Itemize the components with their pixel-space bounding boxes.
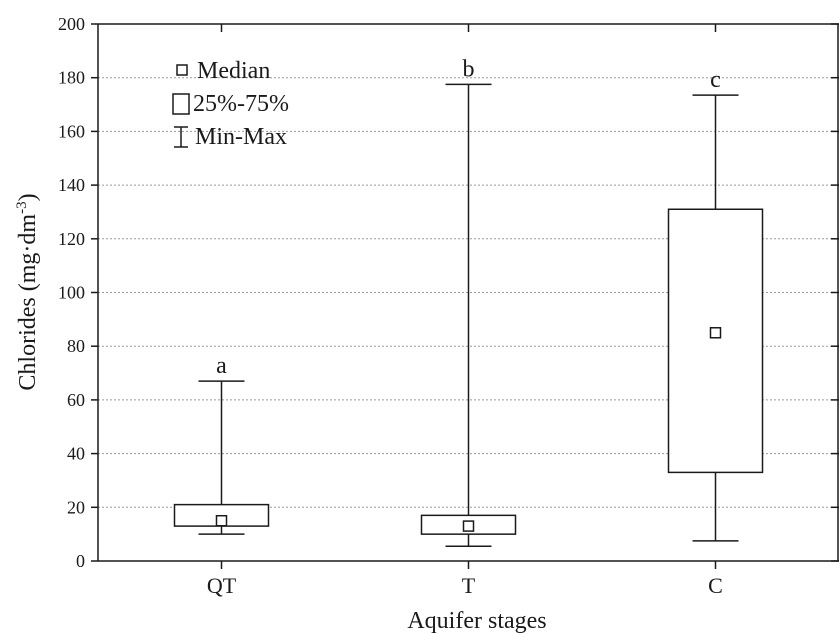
- group-label-C: c: [710, 67, 721, 93]
- y-axis-title-superscript: -3: [14, 201, 30, 214]
- legend-median-icon: [176, 64, 188, 76]
- x-tick-label-QT: QT: [207, 573, 237, 598]
- legend: Median 25%-75% Min-Max: [172, 58, 289, 150]
- x-axis-title: Aquifer stages: [407, 608, 546, 633]
- legend-range-icon: [174, 126, 188, 148]
- group-label-T: b: [463, 56, 475, 82]
- y-tick-label-140: 140: [58, 175, 85, 195]
- legend-median-label: Median: [197, 58, 270, 84]
- median-marker-C: [709, 327, 722, 339]
- x-tick-label-T: T: [462, 573, 476, 598]
- legend-iqr-label: 25%-75%: [193, 91, 289, 117]
- axes: 0 20 40 60 80 100 120 140 160 180 200 QT T C: [58, 14, 839, 598]
- iqr-box-C: [667, 208, 764, 474]
- legend-iqr-icon: [172, 93, 190, 115]
- box-T: b: [420, 56, 517, 547]
- y-tick-label-100: 100: [58, 283, 85, 303]
- y-axis-title: Chlorides (mg·dm-3): [14, 193, 41, 390]
- median-marker-T: [462, 520, 475, 532]
- y-tick-label-180: 180: [58, 68, 85, 88]
- group-label-QT: a: [216, 353, 227, 379]
- y-axis-title-close: ): [15, 193, 41, 201]
- y-tick-label-80: 80: [67, 336, 85, 356]
- y-tick-label-0: 0: [76, 551, 85, 571]
- median-marker-QT: [215, 514, 228, 527]
- legend-range-label: Min-Max: [195, 124, 287, 150]
- x-tick-label-C: C: [708, 573, 723, 598]
- boxes: a b c: [173, 56, 764, 547]
- y-axis-title-main: Chlorides (mg·dm: [15, 214, 41, 391]
- y-tick-label-60: 60: [67, 390, 85, 410]
- box-QT: a: [173, 353, 270, 535]
- y-tick-label-200: 200: [58, 14, 85, 34]
- y-tick-label-120: 120: [58, 229, 85, 249]
- y-tick-label-20: 20: [67, 497, 85, 517]
- y-tick-label-160: 160: [58, 121, 85, 141]
- y-tick-label-40: 40: [67, 444, 85, 464]
- box-C: c: [667, 67, 764, 542]
